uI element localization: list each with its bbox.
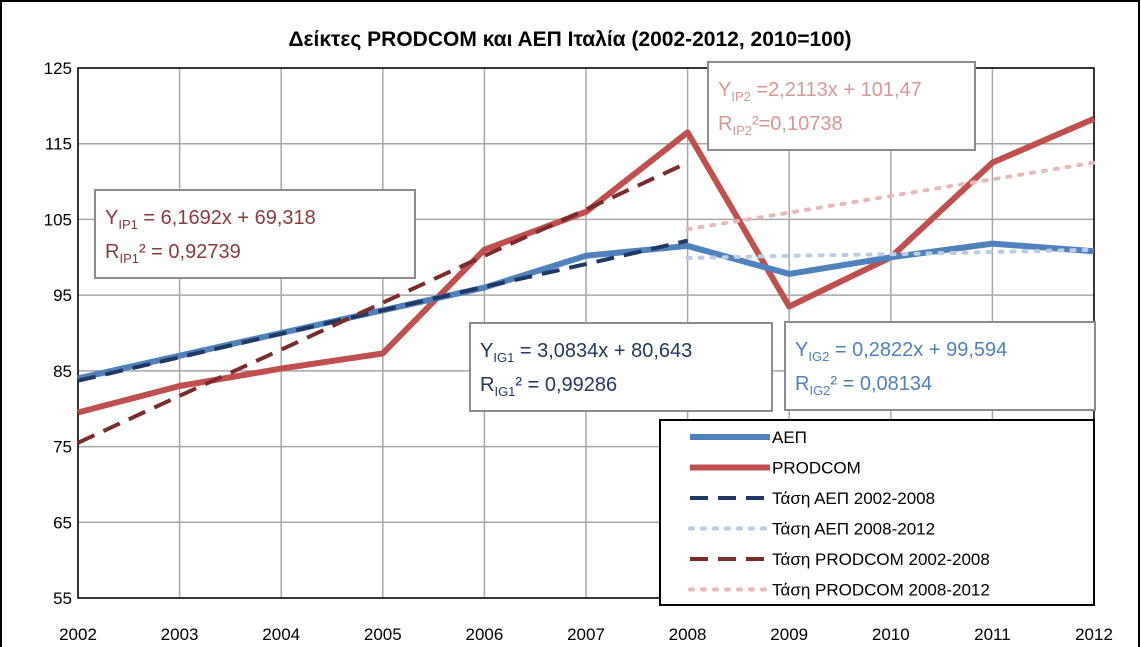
annotation-rest: = 6,1692x + 69,318 <box>138 207 316 229</box>
x-tick-label: 2008 <box>669 625 707 644</box>
legend-label: Τάση PRODCOM 2008-2012 <box>772 581 990 600</box>
annotation-rest: = 3,0834x + 80,643 <box>514 340 692 362</box>
annotation-text: YIG1 = 3,0834x + 80,643 <box>480 340 692 365</box>
y-tick-label: 65 <box>53 513 72 532</box>
annotation-rest: ² = 0,92739 <box>139 241 241 263</box>
x-tick-label: 2005 <box>364 625 402 644</box>
y-tick-label: 95 <box>53 286 72 305</box>
x-tick-label: 2004 <box>262 625 300 644</box>
y-tick-label: 55 <box>53 589 72 608</box>
annotation-main: Y <box>480 340 493 362</box>
annotation-text: RIP2²=0,10738 <box>718 113 843 138</box>
annotation-sub: IG2 <box>809 383 830 398</box>
annotation-main: Y <box>795 339 808 361</box>
annotation-main: R <box>718 113 732 135</box>
chart-title: Δείκτες PRODCOM και ΑΕΠ Ιταλία (2002-201… <box>288 28 851 51</box>
annotation-main: Y <box>718 79 731 101</box>
annotation-main: R <box>105 241 119 263</box>
y-tick-label: 85 <box>53 362 72 381</box>
x-tick-label: 2009 <box>770 625 808 644</box>
annotation-text: RIP1² = 0,92739 <box>105 241 241 266</box>
annotation-text: RIG2² = 0,08134 <box>795 373 932 398</box>
annotation-text: YIP2 =2,2113x + 101,47 <box>718 79 922 104</box>
annotation-main: R <box>480 374 494 396</box>
annotation-box <box>94 189 416 279</box>
annotation-sub: IG1 <box>493 350 514 365</box>
y-tick-label: 115 <box>45 135 72 154</box>
annotation-sub: IP1 <box>119 251 139 266</box>
series-line <box>685 247 1096 261</box>
annotation-sub: IG1 <box>494 384 515 399</box>
y-tick-label: 75 <box>53 438 72 457</box>
x-tick-label: 2007 <box>567 625 605 644</box>
x-tick-label: 2011 <box>974 625 1011 644</box>
annotation-box <box>469 322 773 412</box>
x-tick-label: 2010 <box>872 625 910 644</box>
annotation-rest: = 0,2822x + 99,594 <box>829 339 1007 361</box>
x-tick-label: 2006 <box>465 625 503 644</box>
legend-label: Τάση PRODCOM 2002-2008 <box>772 550 990 569</box>
annotation-rest: ² = 0,08134 <box>830 373 932 395</box>
annotation-sub: IP2 <box>731 89 751 104</box>
legend-label: Τάση ΑΕΠ 2002-2008 <box>772 489 935 508</box>
legend-label: PRODCOM <box>772 459 861 478</box>
annotation-rest: ²=0,10738 <box>752 113 843 135</box>
x-tick-label: 2003 <box>161 625 199 644</box>
annotation-rest: =2,2113x + 101,47 <box>751 79 922 101</box>
annotation-main: R <box>795 373 809 395</box>
series-line <box>685 160 1096 232</box>
annotation-sub: IP2 <box>732 123 752 138</box>
annotation-main: Y <box>105 207 118 229</box>
annotation-text: RIG1² = 0,99286 <box>480 374 617 399</box>
legend-label: Τάση ΑΕΠ 2008-2012 <box>772 520 935 539</box>
x-tick-label: 2002 <box>59 625 97 644</box>
annotation-text: YIG2 = 0,2822x + 99,594 <box>795 339 1007 364</box>
legend-label: ΑΕΠ <box>772 428 807 447</box>
legend-box <box>659 419 1095 606</box>
series-line <box>77 238 689 383</box>
annotation-box <box>784 321 1096 411</box>
annotation-rest: ² = 0,99286 <box>515 374 617 396</box>
series-line <box>77 115 1096 416</box>
x-tick-label: 2012 <box>1075 625 1113 644</box>
annotation-sub: IP1 <box>118 217 138 232</box>
annotation-box <box>707 61 976 151</box>
annotation-text: YIP1 = 6,1692x + 69,318 <box>105 207 316 232</box>
y-tick-label: 105 <box>44 210 72 229</box>
annotation-sub: IG2 <box>808 349 829 364</box>
y-tick-label: 125 <box>44 59 72 78</box>
